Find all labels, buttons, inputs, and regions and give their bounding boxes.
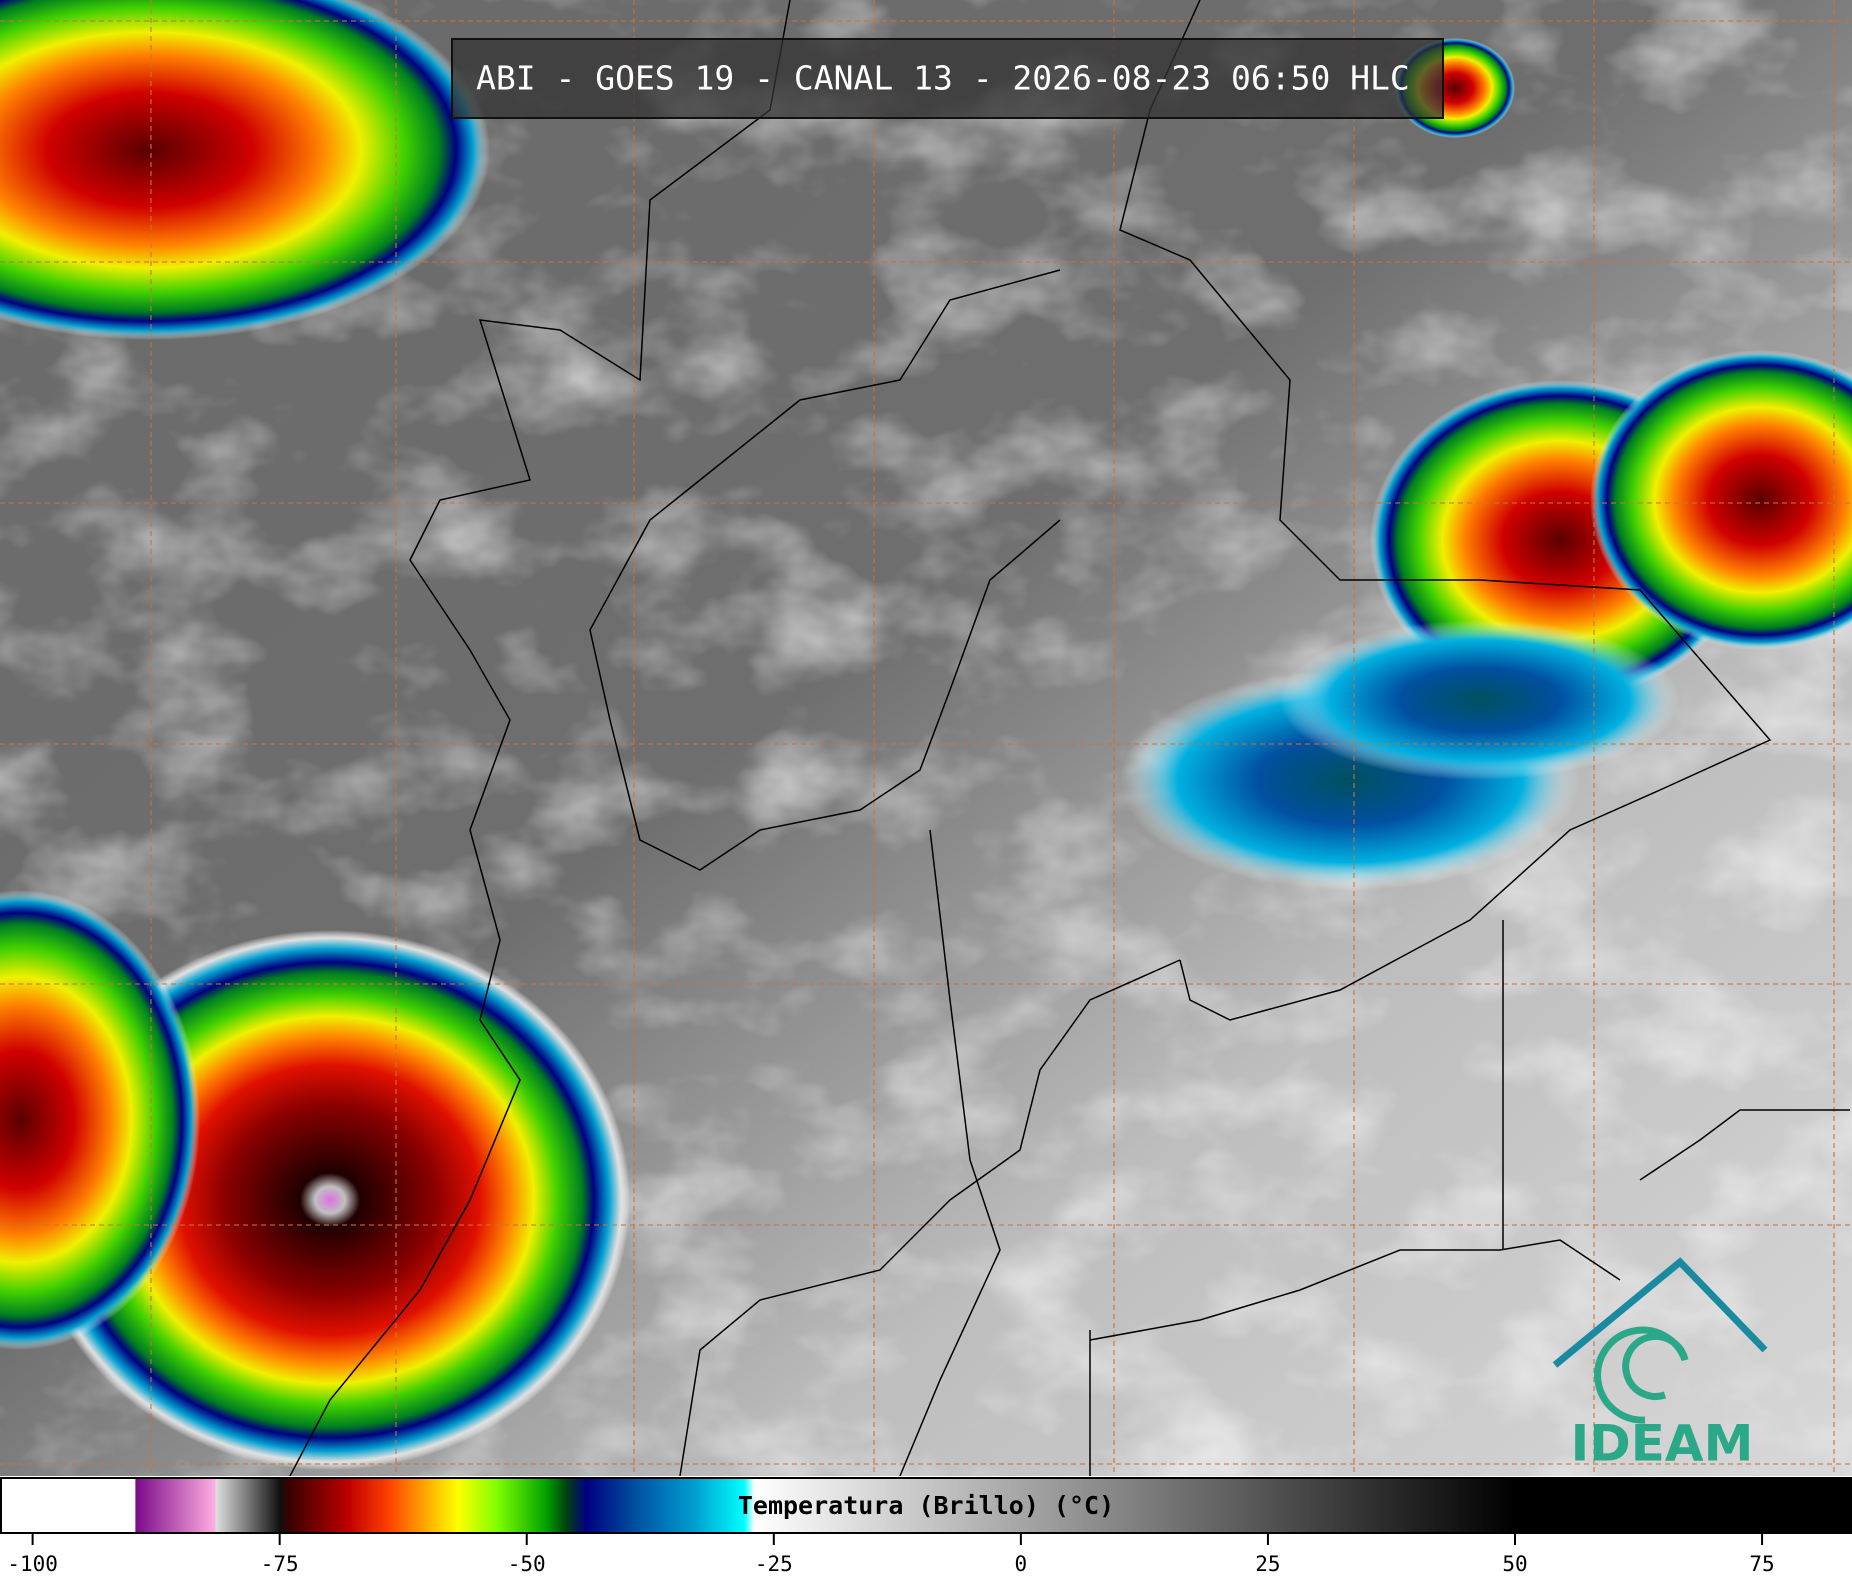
- tick-label: -75: [261, 1552, 299, 1576]
- tick-label: -50: [508, 1552, 546, 1576]
- title-box: [451, 38, 1444, 119]
- storm: [0, 0, 490, 340]
- colorbar-segment: [135, 1478, 216, 1533]
- cold-clouds: [1280, 620, 1680, 780]
- colorbar-segment: [388, 1478, 429, 1533]
- colorbar-segment: [586, 1478, 636, 1533]
- colorbar-segment: [754, 1478, 1516, 1533]
- tick-label: 25: [1255, 1552, 1280, 1576]
- tick-label: -100: [7, 1552, 58, 1576]
- colorbar-segment: [635, 1478, 696, 1533]
- boundaries: [289, 0, 1850, 1477]
- tick-label: 0: [1015, 1552, 1028, 1576]
- colorbar-frame: [0, 1477, 1852, 1534]
- lat-lon-grid: [0, 0, 1852, 1476]
- title: ABI - GOES 19 - CANAL 13 - 2026-08-23 06…: [476, 59, 1410, 98]
- tick-label: -25: [755, 1552, 793, 1576]
- colorbar-segment: [566, 1478, 587, 1533]
- tick-label: 50: [1502, 1552, 1527, 1576]
- colorbar-segment: [215, 1478, 281, 1533]
- colorbar-segment: [348, 1478, 389, 1533]
- map: ABI - GOES 19 - CANAL 13 - 2026-08-23 06…: [0, 0, 1852, 1477]
- colorbar-segment: [497, 1478, 548, 1533]
- colorbar-segment: [427, 1478, 459, 1533]
- colorbar-segment: [279, 1478, 291, 1533]
- colorbar-label: Temperatura (Brillo) (°C): [738, 1491, 1114, 1520]
- colorbar-segment: [546, 1478, 567, 1533]
- colorbar-segment: [289, 1478, 350, 1533]
- logo: [1552, 1257, 1768, 1424]
- colorbar: Temperatura (Brillo) (°C) -100 -75 -50 -25 0 2…: [0, 1476, 1852, 1577]
- colorbar-segment: [0, 1478, 136, 1533]
- logo-roof: [1552, 1257, 1768, 1368]
- storm: [0, 890, 200, 1350]
- logo-text: IDEAM: [1571, 1415, 1754, 1473]
- tick-label: 75: [1749, 1552, 1774, 1576]
- colorbar-segment: [457, 1478, 498, 1533]
- colorbar-segment: [744, 1478, 755, 1533]
- storm: [1590, 350, 1852, 650]
- logo-swirl: [1594, 1326, 1689, 1424]
- colorbar-segment: [1515, 1478, 1852, 1533]
- colorbar-segment: [694, 1478, 745, 1533]
